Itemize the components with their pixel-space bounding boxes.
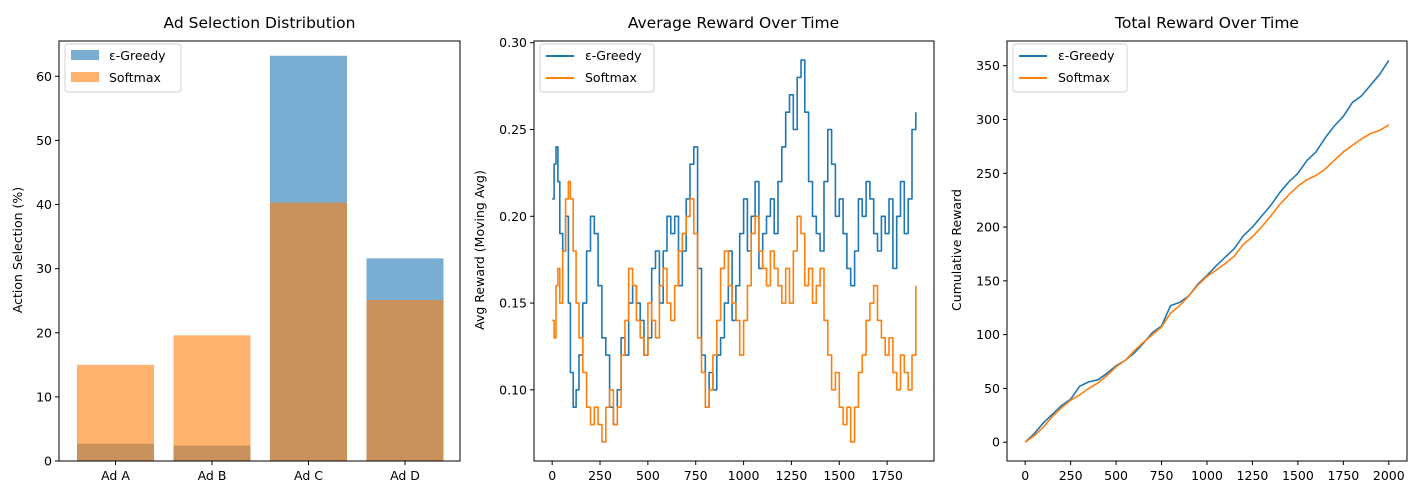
line-softmax [1024, 124, 1390, 443]
legend-label-softmax: Softmax [1058, 70, 1110, 85]
line-egreedy [552, 59, 917, 426]
x-tick-label: 750 [1150, 468, 1174, 483]
y-tick-label: 100 [976, 327, 1000, 342]
y-tick-label: 60 [36, 69, 52, 84]
y-tick-label: 50 [36, 133, 52, 148]
x-tick-label: 0 [1021, 468, 1029, 483]
legend-label-softmax: Softmax [585, 70, 637, 85]
legend-swatch-softmax [71, 72, 99, 82]
y-tick-label: 0.20 [499, 209, 527, 224]
legend-label-softmax: Softmax [109, 70, 161, 85]
legend-swatch-egreedy [71, 50, 99, 60]
x-tick-label: 1750 [871, 468, 903, 483]
x-tick-label: 1250 [1237, 468, 1269, 483]
line-softmax [552, 180, 917, 443]
x-tick-label: 1000 [728, 468, 760, 483]
x-tick-label: Ad A [101, 468, 130, 483]
y-tick-label: 0 [44, 454, 52, 469]
panel-3-legend: ε-Greedy Softmax [1012, 43, 1128, 93]
y-tick-label: 10 [36, 389, 52, 404]
y-tick-label: 200 [976, 220, 1000, 235]
x-tick-label: 0 [548, 468, 556, 483]
y-tick-label: 0 [992, 435, 1000, 450]
x-tick-label: Ad D [390, 468, 420, 483]
x-tick-label: 1250 [776, 468, 808, 483]
x-tick-label: 250 [1059, 468, 1083, 483]
bar-softmax-ad-b [173, 335, 251, 461]
panel-average-reward: Average Reward Over Time Avg Reward (Mov… [472, 14, 935, 483]
y-tick-label: 0.25 [499, 122, 527, 137]
x-tick-label: 1000 [1191, 468, 1223, 483]
x-tick-label: Ad B [198, 468, 227, 483]
y-tick-label: 50 [984, 381, 1000, 396]
panel-2-title: Average Reward Over Time [628, 14, 839, 32]
panel-2-ylabel: Avg Reward (Moving Avg) [472, 170, 487, 330]
legend-label-egreedy: ε-Greedy [109, 48, 166, 63]
panel-1-frame [58, 40, 461, 462]
panel-1-legend: ε-Greedy Softmax [64, 43, 182, 93]
y-tick-label: 300 [976, 112, 1000, 127]
x-tick-label: 750 [684, 468, 708, 483]
legend-label-egreedy: ε-Greedy [1058, 48, 1115, 63]
panel-1-ylabel: Action Selection (%) [10, 187, 25, 313]
y-tick-label: 0.30 [499, 35, 527, 50]
x-tick-label: 2000 [1373, 468, 1405, 483]
x-tick-label: 500 [1104, 468, 1128, 483]
panel-2-legend: ε-Greedy Softmax [539, 43, 655, 93]
bar-softmax-ad-d [366, 300, 444, 461]
panel-total-reward: Total Reward Over Time Cumulative Reward… [949, 14, 1408, 483]
legend-label-egreedy: ε-Greedy [585, 48, 642, 63]
y-tick-label: 350 [976, 58, 1000, 73]
panel-1-plot-area: Ad A Ad B Ad C Ad D 0 10 20 30 40 50 60 [36, 55, 444, 483]
bar-softmax-ad-c [270, 202, 347, 462]
x-tick-label: 1500 [1282, 468, 1314, 483]
y-tick-label: 0.10 [499, 382, 527, 397]
panel-2-frame [533, 40, 935, 462]
x-tick-label: 1500 [823, 468, 855, 483]
panel-ad-selection: Ad Selection Distribution Action Selecti… [10, 14, 461, 483]
y-tick-label: 20 [36, 325, 52, 340]
panel-3-plot-area: 0 250 500 750 1000 1250 1500 1750 2000 0 50 100 150 2… [976, 58, 1405, 483]
y-tick-label: 30 [36, 261, 52, 276]
panel-3-title: Total Reward Over Time [1114, 14, 1299, 32]
x-tick-label: 250 [588, 468, 612, 483]
x-tick-label: 1750 [1327, 468, 1359, 483]
x-tick-label: 500 [636, 468, 660, 483]
y-tick-label: 150 [976, 273, 1000, 288]
bar-softmax-ad-a [77, 364, 154, 461]
x-tick-label: Ad C [294, 468, 323, 483]
y-tick-label: 250 [976, 166, 1000, 181]
panel-1-title: Ad Selection Distribution [164, 14, 356, 32]
line-egreedy [1024, 59, 1390, 443]
y-tick-label: 0.15 [499, 296, 527, 311]
y-tick-label: 40 [36, 197, 52, 212]
panel-3-ylabel: Cumulative Reward [949, 189, 964, 311]
panel-3-frame [1006, 40, 1408, 462]
panel-2-plot-area: 0 250 500 750 1000 1250 1500 1750 0.10 0.15 0.20 0.… [499, 35, 917, 483]
